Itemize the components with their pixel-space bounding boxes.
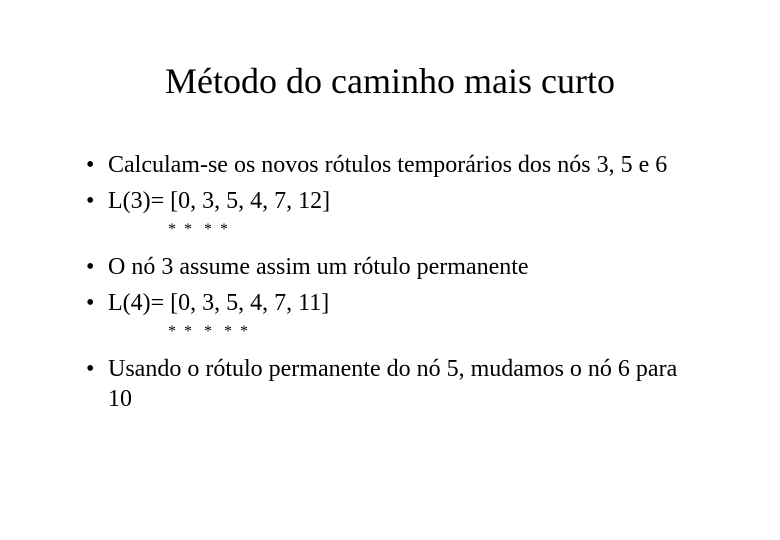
list-item: L(4)= [0, 3, 5, 4, 7, 11] (80, 288, 700, 318)
list-item: Calculam-se os novos rótulos temporários… (80, 150, 700, 180)
bullet-list: Usando o rótulo permanente do nó 5, muda… (80, 354, 700, 414)
list-item: L(3)= [0, 3, 5, 4, 7, 12] (80, 186, 700, 216)
list-item: O nó 3 assume assim um rótulo permanente (80, 252, 700, 282)
list-item: Usando o rótulo permanente do nó 5, muda… (80, 354, 700, 414)
slide-title: Método do caminho mais curto (80, 60, 700, 102)
asterisk-annotation: * * * * * (80, 324, 700, 340)
bullet-list: O nó 3 assume assim um rótulo permanente… (80, 252, 700, 318)
bullet-list: Calculam-se os novos rótulos temporários… (80, 150, 700, 216)
asterisk-annotation: * * * * (80, 222, 700, 238)
